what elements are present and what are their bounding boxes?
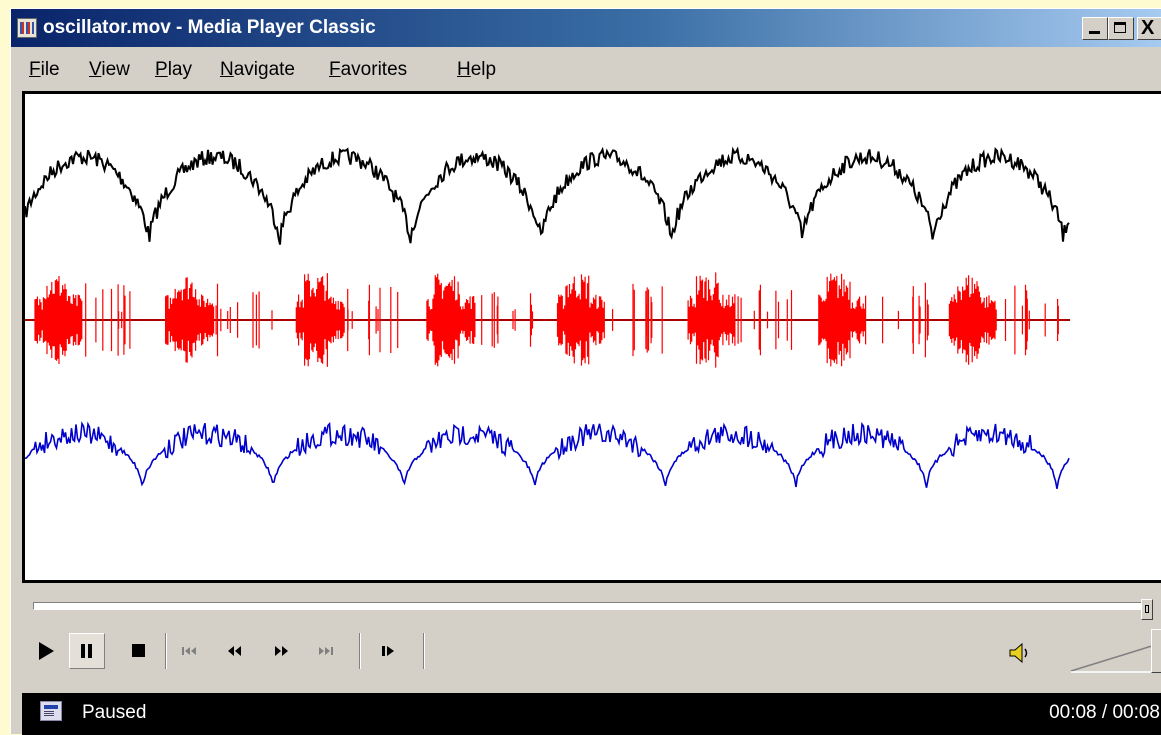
toolbar-separator [359,633,361,669]
skip-forward-icon [319,647,333,655]
volume-button[interactable] [1007,641,1031,665]
skip-back-icon [182,647,196,655]
media-file-icon [40,701,62,721]
video-display[interactable] [22,91,1161,583]
frame-step-icon [382,646,394,656]
title-bar[interactable]: oscillator.mov - Media Player Classic X [11,9,1161,47]
frame-step-button[interactable] [371,633,407,669]
menu-navigate[interactable]: Navigate [220,59,296,80]
menu-view[interactable]: View [89,59,130,80]
stop-icon [132,644,145,657]
play-icon [39,642,54,660]
menu-bar: File View Play Navigate Favorites Help [11,59,1161,89]
time-display: 00:08 / 00:08 [1049,702,1160,723]
app-icon[interactable] [17,18,37,38]
oscilloscope-frame [25,146,1070,489]
menu-file[interactable]: File [29,59,60,80]
toolbar-separator [165,633,167,669]
stop-button[interactable] [121,633,157,669]
pause-icon [81,644,92,658]
volume-thumb[interactable] [1151,629,1161,673]
status-bar: Paused 00:08 / 00:08 [22,693,1161,735]
volume-track [1070,644,1156,673]
minimize-icon [1089,31,1100,34]
volume-slider[interactable] [1069,634,1161,674]
skip-forward-button[interactable] [308,633,344,669]
close-button[interactable]: X [1137,17,1161,40]
trace-black [25,146,1070,245]
fast-forward-button[interactable] [263,633,299,669]
toolbar-separator [423,633,425,669]
playback-status: Paused [82,702,147,723]
trace-blue [25,421,1070,489]
pause-button[interactable] [69,633,105,669]
menu-favorites[interactable]: Favorites [329,59,408,80]
close-icon: X [1141,17,1155,39]
seek-bar[interactable] [33,602,1153,610]
maximize-button[interactable] [1108,17,1134,40]
play-button[interactable] [27,633,63,669]
minimize-button[interactable] [1082,17,1108,40]
menu-play[interactable]: Play [155,59,192,80]
media-player-window: oscillator.mov - Media Player Classic X … [10,8,1161,735]
rewind-button[interactable] [217,633,253,669]
maximize-icon [1114,22,1126,33]
speaker-icon [1009,642,1028,664]
rewind-icon [228,646,241,656]
window-title: oscillator.mov - Media Player Classic [43,17,376,38]
menu-help[interactable]: Help [457,59,497,80]
skip-back-button[interactable] [173,633,209,669]
fast-forward-icon [275,646,288,656]
trace-red [34,272,1059,368]
seek-thumb[interactable] [1141,599,1153,620]
